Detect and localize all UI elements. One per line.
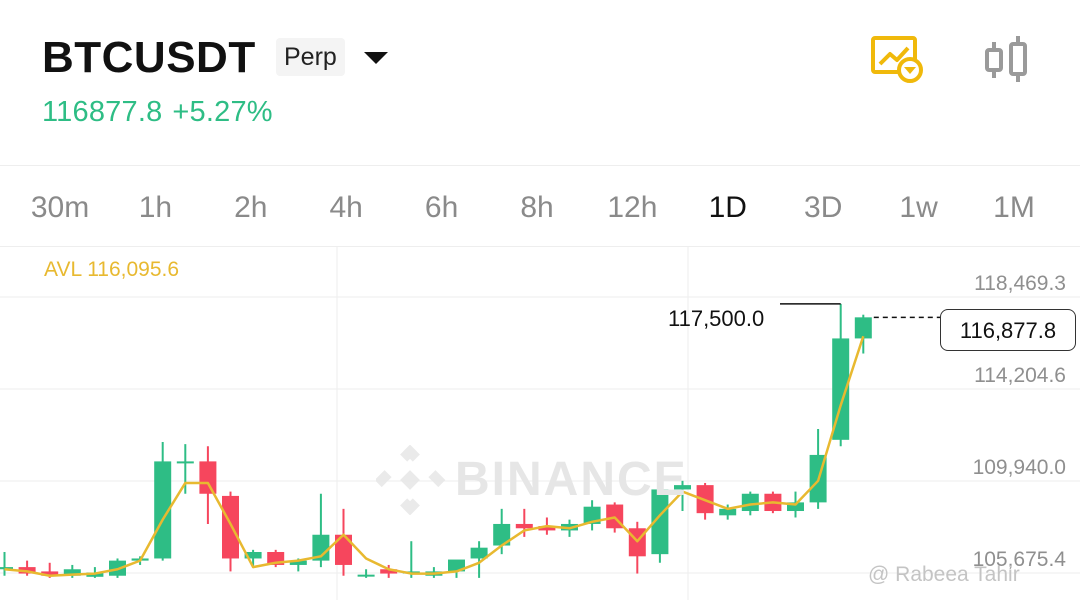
price-summary: 116877.8 +5.27%	[42, 94, 273, 130]
candle-body	[583, 506, 601, 524]
candles	[0, 303, 872, 578]
candle-body	[199, 461, 217, 494]
chart-canvas	[0, 247, 1080, 600]
header: BTCUSDT Perp 116877.8 +5.27%	[0, 0, 1080, 165]
candle-body	[741, 493, 759, 512]
candle	[493, 508, 511, 555]
candle	[0, 551, 13, 576]
dropdown-icon[interactable]	[362, 48, 390, 68]
candle	[357, 569, 375, 578]
interval-tab-8h[interactable]: 8h	[520, 191, 554, 224]
candle-body	[674, 485, 691, 490]
watermark-text: BINANCE	[455, 453, 688, 506]
candle	[674, 480, 691, 512]
candle-body	[0, 567, 13, 570]
candle-body	[493, 523, 511, 546]
candle-body	[787, 502, 804, 512]
y-axis-label-3: 109,940.0	[972, 456, 1066, 479]
candle-body	[719, 508, 737, 516]
candle-body	[63, 569, 81, 576]
interval-tab-12h[interactable]: 12h	[607, 191, 658, 224]
candle-body	[154, 461, 172, 559]
interval-tab-1h[interactable]: 1h	[138, 191, 173, 224]
candle-body	[312, 534, 330, 561]
y-axis-label-4: 105,675.4	[972, 548, 1066, 571]
candle	[335, 508, 352, 576]
candle	[244, 549, 262, 568]
candle-body	[538, 526, 556, 531]
candle	[515, 508, 533, 537]
interval-tab-1w[interactable]: 1w	[899, 191, 938, 224]
y-axis-label-2: 114,204.6	[974, 364, 1066, 387]
interval-tab-1m[interactable]: 1M	[993, 191, 1035, 224]
candle	[854, 314, 872, 354]
candlestick-chart[interactable]	[0, 247, 1080, 600]
change-percent: +5.27%	[172, 96, 273, 128]
candle	[222, 491, 239, 572]
candle-body	[357, 574, 375, 577]
candle-body	[380, 569, 398, 574]
header-divider	[0, 165, 1080, 166]
intervals-divider	[0, 246, 1080, 247]
candle-body	[448, 559, 465, 572]
interval-tab-1d[interactable]: 1D	[708, 191, 747, 224]
ma-line	[4, 335, 865, 577]
candlestick-toggle-icon[interactable]	[980, 34, 1032, 84]
candle	[470, 541, 488, 578]
interval-tab-4h[interactable]: 4h	[329, 191, 363, 224]
candle	[809, 429, 827, 509]
high-price-label: 117,500.0	[668, 306, 765, 331]
credit-watermark: @ Rabeea Tahir	[868, 563, 1020, 586]
interval-tabs: 30m 1h 2h 4h 6h 8h 12h 1D 3D 1w 1M	[0, 172, 1080, 244]
grid-horizontal	[0, 296, 1080, 574]
candle-body	[176, 461, 194, 464]
avl-label: AVL 116,095.6	[44, 258, 180, 281]
candle	[176, 444, 194, 494]
interval-tab-2h[interactable]: 2h	[234, 191, 268, 224]
candle-body	[470, 547, 488, 559]
candle-body	[289, 560, 307, 565]
interval-tab-3d[interactable]: 3D	[804, 191, 843, 224]
candle-body	[244, 551, 262, 559]
candle	[448, 559, 465, 578]
candle	[651, 485, 669, 563]
candle	[380, 564, 398, 578]
candle	[154, 441, 172, 561]
candle-body	[41, 571, 59, 576]
interval-tab-6h[interactable]: 6h	[424, 191, 459, 224]
current-price-tag[interactable]: 116,877.8	[940, 309, 1076, 351]
interval-tab-30m[interactable]: 30m	[30, 191, 90, 224]
candle-body	[832, 338, 850, 440]
y-axis-label-1: 118,469.3	[974, 272, 1066, 295]
candle-body	[854, 317, 872, 339]
symbol-title[interactable]: BTCUSDT	[42, 33, 256, 82]
candle-body	[335, 534, 352, 565]
last-price: 116877.8	[42, 96, 163, 128]
candle	[719, 504, 737, 520]
binance-logo-icon	[376, 445, 446, 515]
candle	[628, 521, 646, 574]
candle-body	[222, 495, 239, 559]
contract-type-badge[interactable]: Perp	[276, 38, 345, 76]
candle-body	[515, 523, 533, 529]
candle-body	[651, 489, 669, 555]
candle	[832, 303, 850, 447]
candle	[583, 500, 601, 531]
price-alert-icon[interactable]	[870, 34, 926, 84]
